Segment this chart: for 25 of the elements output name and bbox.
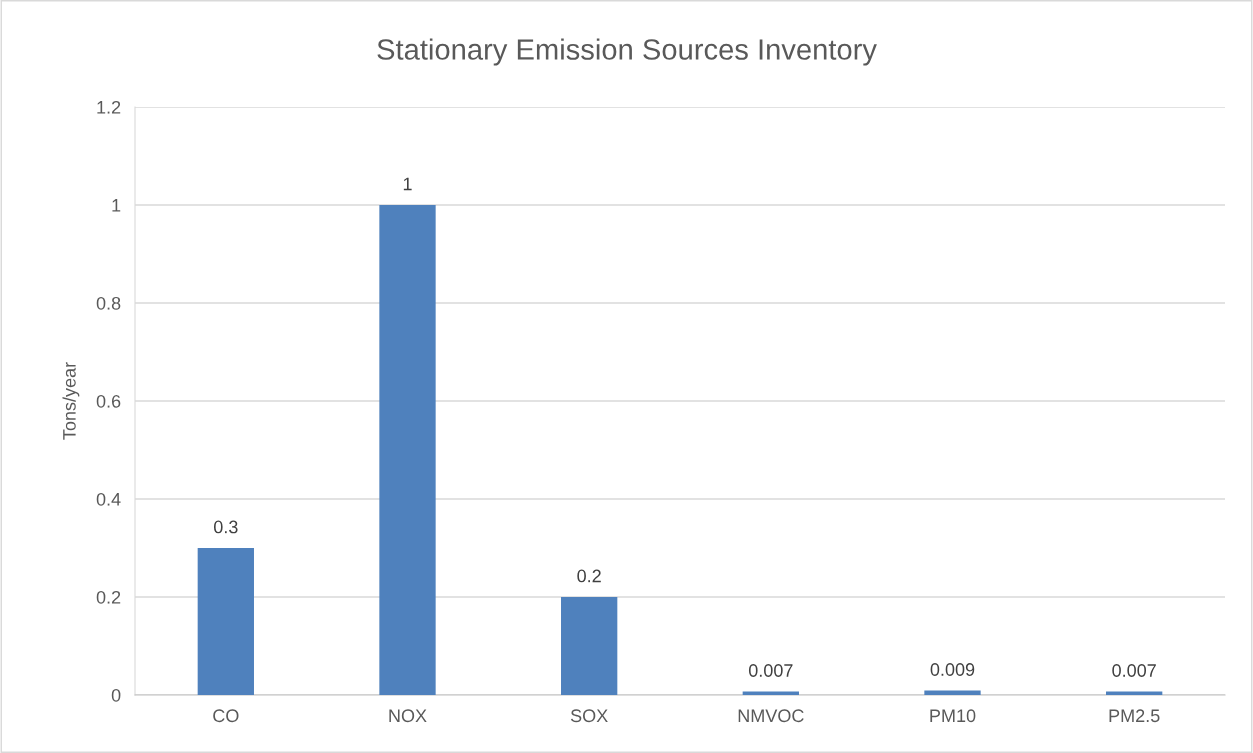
data-label: 0.2 [577,569,601,583]
x-tick-label: NMVOC [738,709,804,723]
chart-title: Stationary Emission Sources Inventory [377,38,877,66]
bar [379,205,436,695]
y-axis-title: Tons/year [62,362,80,440]
x-tick-label: PM10 [930,709,976,723]
y-tick-label: 0.6 [96,394,121,408]
bar [197,548,254,695]
x-tick-label: SOX [570,709,608,723]
y-tick-label: 1 [112,199,121,212]
data-label: 0.007 [748,664,793,677]
y-tick-label: 0.8 [96,296,121,310]
bar [924,690,981,695]
y-tick-label: 1.2 [97,100,121,114]
bar [561,597,618,695]
data-label: 0.009 [930,663,975,676]
data-label: 0.3 [213,520,238,534]
x-tick-label: CO [213,709,239,723]
y-tick-label: 0 [111,688,121,702]
x-tick-label: PM2.5 [1109,709,1160,723]
y-tick-label: 0.2 [96,590,121,604]
data-label: 0.007 [1112,664,1156,677]
y-tick-label: 0.4 [96,492,121,506]
x-tick-label: NOX [389,709,427,723]
data-label: 1 [403,177,412,191]
